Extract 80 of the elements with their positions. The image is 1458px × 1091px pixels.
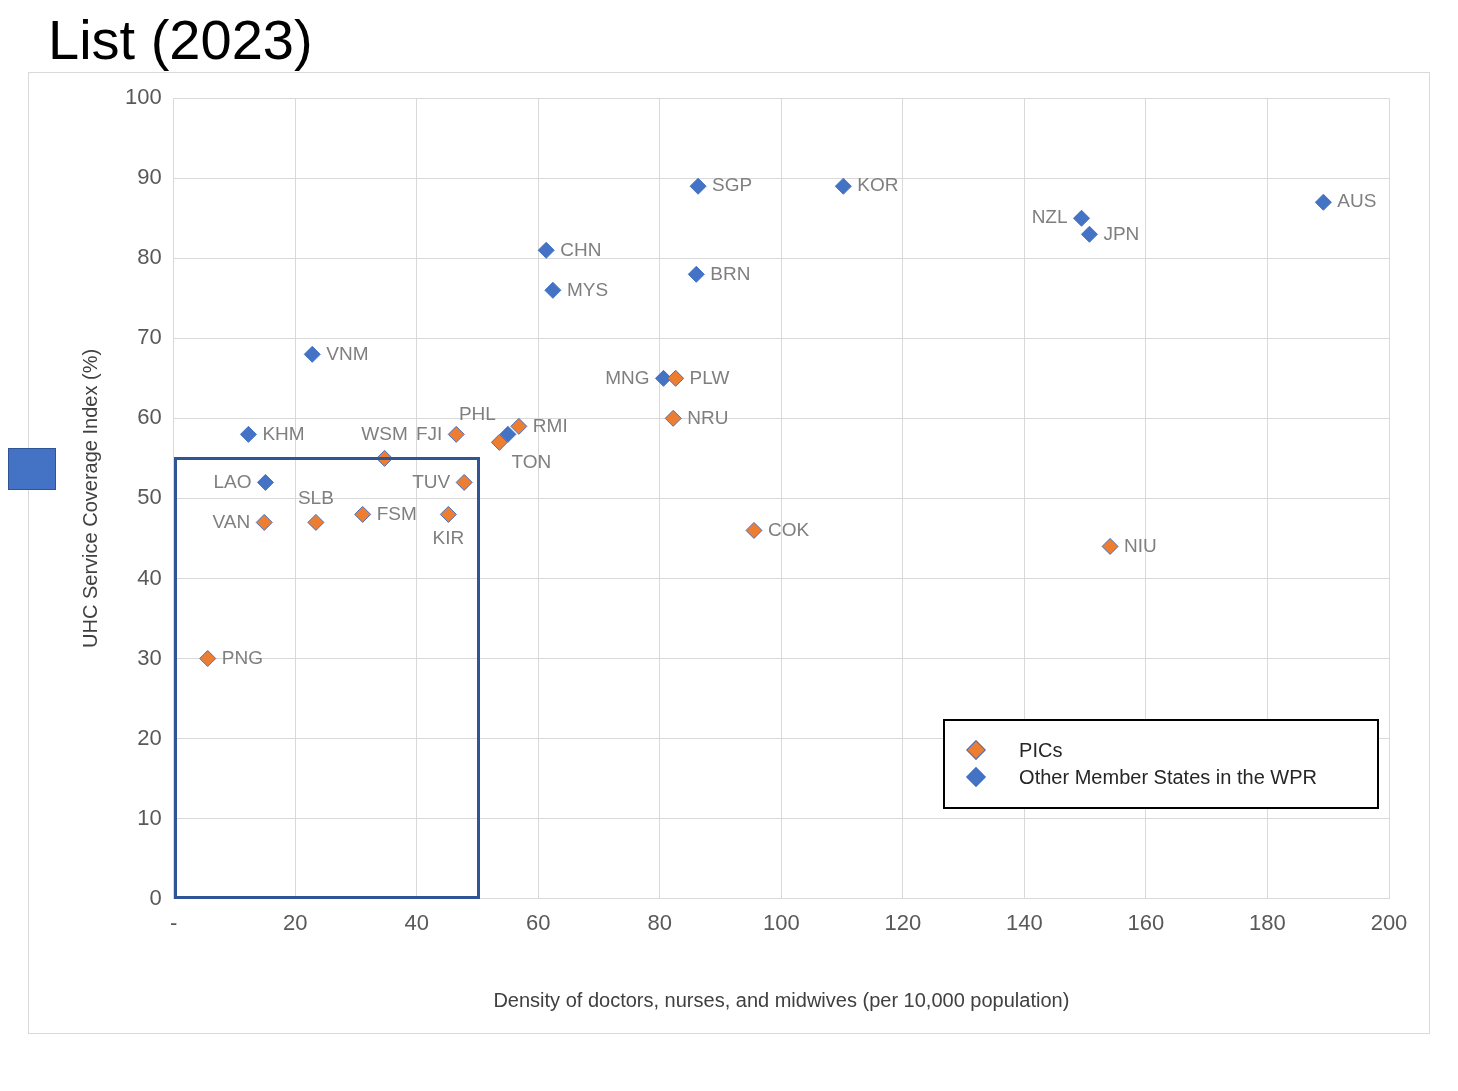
annotation: KOR	[857, 174, 899, 196]
y-tick-label: 30	[137, 644, 162, 670]
point	[510, 417, 528, 435]
y-tick-label: 10	[137, 804, 162, 830]
x-tick-label: 160	[1127, 909, 1165, 935]
annotation: SGP	[712, 174, 753, 196]
x-tick-label: -	[170, 909, 178, 935]
point	[255, 513, 273, 531]
y-tick-label: 100	[124, 84, 162, 110]
annotation: PHL	[458, 402, 496, 424]
point	[664, 409, 682, 427]
annotation: FJI	[415, 422, 443, 444]
x-tick-label: 200	[1370, 909, 1408, 935]
x-tick-label: 180	[1249, 909, 1286, 935]
annotation: AUS	[1337, 190, 1377, 212]
y-tick-label: 80	[137, 244, 162, 270]
point	[687, 265, 705, 283]
annotation: NIU	[1124, 534, 1157, 556]
annotation: JPN	[1103, 222, 1140, 244]
point	[199, 649, 217, 667]
point	[239, 425, 257, 443]
x-tick-label: 20	[282, 909, 308, 935]
x-tick-label: 100	[762, 909, 800, 935]
legend-label: Other Member States in the WPR	[1019, 765, 1317, 789]
annotation: RMI	[532, 414, 568, 436]
annotation: FSM	[376, 502, 417, 524]
y-tick-label: 70	[137, 324, 162, 350]
y-axis-title: UHC Service Coverage Index (%)	[78, 348, 101, 648]
annotation: TUV	[412, 470, 451, 492]
point	[303, 345, 321, 363]
point	[1101, 537, 1119, 555]
y-tick-label: 20	[137, 724, 162, 750]
point	[490, 433, 508, 451]
point	[544, 281, 562, 299]
x-tick-label: 60	[526, 909, 551, 935]
x-tick-label: 140	[1006, 909, 1043, 935]
chart-title: List (2023)	[48, 8, 314, 72]
annotation: VNM	[326, 342, 369, 364]
annotation: MNG	[605, 366, 650, 388]
annotation: COK	[768, 518, 810, 540]
annotation: BRN	[710, 262, 751, 284]
point	[354, 505, 372, 523]
x-tick-label: 80	[647, 909, 673, 935]
point	[1080, 225, 1098, 243]
point	[499, 425, 517, 443]
y-tick-label: 90	[137, 164, 162, 190]
point	[537, 241, 555, 259]
y-tick-label: 40	[137, 564, 162, 590]
point	[307, 513, 325, 531]
point	[439, 505, 457, 523]
annotation: LAO	[213, 470, 252, 492]
annotation: TON	[511, 450, 552, 472]
annotation: SLB	[297, 486, 334, 508]
y-tick-label: 0	[149, 884, 162, 910]
point	[745, 521, 763, 539]
point	[654, 369, 672, 387]
annotation: NZL	[1031, 206, 1068, 228]
point	[667, 369, 685, 387]
x-axis-title: Density of doctors, nurses, and midwives (per 10,000 population)	[493, 988, 1070, 1011]
annotation: WSM	[361, 422, 408, 444]
point	[689, 177, 707, 195]
annotation: KIR	[432, 526, 465, 548]
annotation: KHM	[262, 422, 305, 444]
annotation: PNG	[221, 646, 263, 668]
y-tick-label: 50	[137, 484, 162, 510]
x-tick-label: 120	[884, 909, 922, 935]
annotation: MYS	[566, 278, 609, 300]
annotation: VAN	[212, 510, 251, 532]
annotation: NRU	[687, 406, 729, 428]
point	[834, 177, 852, 195]
point	[1314, 193, 1332, 211]
legend-label: PICs	[1019, 738, 1063, 762]
annotation: PLW	[689, 366, 730, 388]
y-tick-label: 60	[137, 404, 162, 430]
annotation: CHN	[560, 238, 602, 260]
x-tick-label: 40	[404, 909, 430, 935]
point	[447, 425, 465, 443]
point	[256, 473, 274, 491]
point	[455, 473, 473, 491]
point	[1073, 209, 1091, 227]
